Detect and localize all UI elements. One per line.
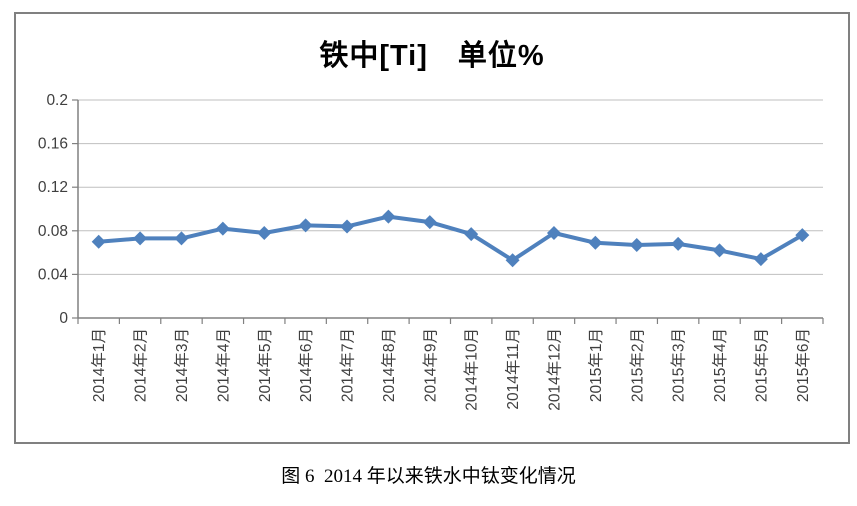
series-line [96,214,805,263]
data-point [753,252,768,267]
x-tick-label: 2015年6月 [794,328,812,402]
data-point [133,231,148,246]
data-point [671,236,686,251]
data-point [588,235,603,250]
x-tick-label: 2015年2月 [628,328,646,402]
x-tick-label: 2014年10月 [463,328,481,411]
figure-caption: 图 6 2014 年以来铁水中钛变化情况 [281,466,576,487]
x-tick-label: 2014年11月 [504,328,522,410]
data-point [340,219,355,234]
data-point [422,215,437,230]
y-tick-label: 0 [59,310,68,327]
data-point [464,227,479,242]
x-tick-label: 2014年4月 [214,328,232,402]
y-tick-label: 0.08 [38,223,68,240]
data-point [629,237,644,252]
x-tick-label: 2015年5月 [752,328,770,402]
x-tick-label: 2014年7月 [339,328,357,402]
y-tick-label: 0.12 [38,179,68,196]
data-point [712,243,727,258]
chart-title: 铁中[Ti] 单位% [319,40,545,72]
x-tick-label: 2015年1月 [587,328,605,402]
x-tick-label: 2014年5月 [256,328,274,402]
data-point [174,231,189,246]
data-point [91,234,106,249]
y-tick-label: 0.16 [38,136,68,153]
data-point [257,225,272,240]
chart-frame: 铁中[Ti] 单位% 0 0.04 0.08 0.12 0.16 0.2 2014年1月 20… [14,12,850,444]
y-tick-label: 0.2 [46,92,68,109]
x-tick-label: 2014年6月 [297,328,315,402]
line-chart: 0 0.04 0.08 0.12 0.16 0.2 2014年1月 2014年2月 2014年3… [38,92,824,411]
x-tick-label: 2014年8月 [380,328,398,402]
x-tick-label: 2014年2月 [132,328,150,402]
data-point [381,209,396,224]
x-tick-label: 2014年12月 [545,328,563,411]
data-point [546,225,561,240]
x-tick-label: 2014年3月 [173,328,191,402]
data-point [298,218,313,233]
x-tick-label: 2015年4月 [711,328,729,402]
data-point [795,228,810,243]
y-tick-label: 0.04 [38,266,69,283]
data-point [215,221,230,236]
x-tick-label: 2015年3月 [670,328,688,402]
x-tick-label: 2014年1月 [90,328,108,402]
x-tick-label: 2014年9月 [421,328,439,402]
